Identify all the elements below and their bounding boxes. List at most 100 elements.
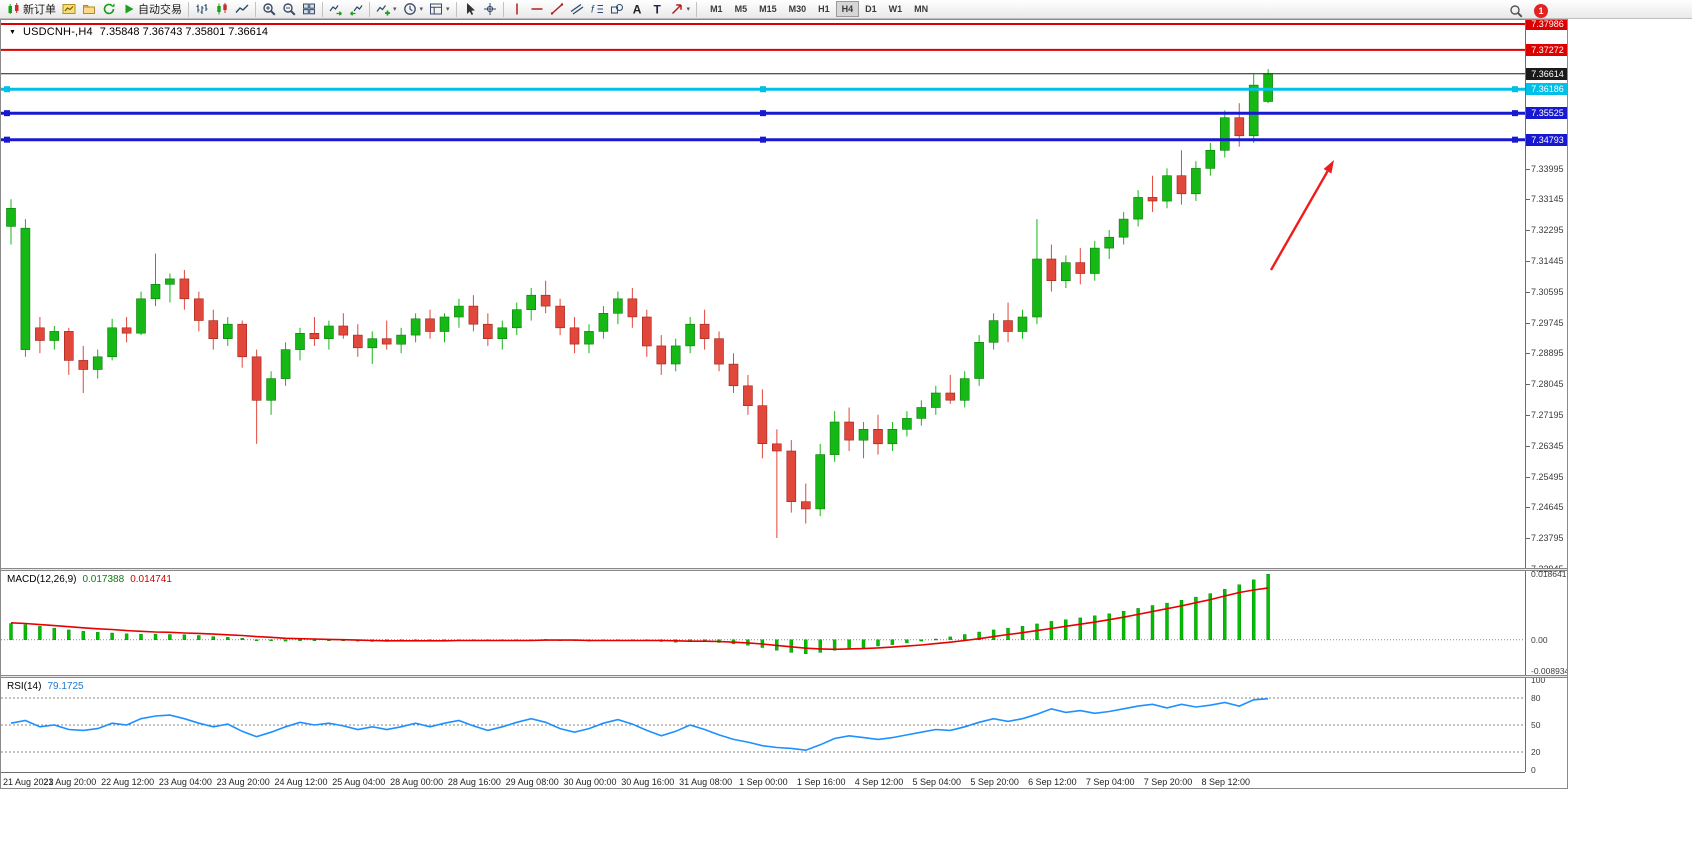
timeframe-m30-button[interactable]: M30 <box>788 4 807 14</box>
toolbar-separator <box>188 1 189 17</box>
candlestick-chart-button[interactable] <box>212 1 232 18</box>
vertical-line-button[interactable] <box>507 1 527 18</box>
price-tag: 7.37986 <box>1526 20 1567 30</box>
zoom-in-icon <box>262 2 276 16</box>
svg-text:A: A <box>632 3 641 17</box>
price-axis-tick <box>1526 353 1530 355</box>
price-axis-tick <box>1526 384 1530 386</box>
notification-badge[interactable]: 1 <box>1534 3 1548 18</box>
macd-panel: MACD(12,26,9) 0.017388 0.014741 <box>1 571 1525 675</box>
chevron-down-icon: ▾ <box>686 6 691 13</box>
toolbar-separator <box>696 1 698 17</box>
timeframe-m1-button[interactable]: M1 <box>710 4 723 14</box>
timeframe-h1-button[interactable]: H1 <box>818 4 830 14</box>
timeframe-h4-button[interactable]: H4 <box>835 1 860 17</box>
line-chart-button[interactable] <box>232 1 252 18</box>
shapes-button[interactable] <box>607 1 627 18</box>
new-order-button[interactable]: 新订单 <box>4 1 59 18</box>
timeframe-w1-button[interactable]: W1 <box>888 4 903 14</box>
text-button[interactable]: A <box>627 1 647 18</box>
new-chart-button[interactable] <box>59 1 79 18</box>
price-axis-label: 7.24645 <box>1531 502 1564 513</box>
tile-windows-button[interactable] <box>299 1 319 18</box>
play-icon <box>122 2 136 16</box>
fibonacci-retracement-button[interactable]: f <box>587 1 607 18</box>
price-axis-label: 7.26345 <box>1531 440 1564 451</box>
price-tag: 7.36614 <box>1526 67 1567 80</box>
price-axis-label: 7.29745 <box>1531 317 1564 328</box>
macd-signal-value: 0.014741 <box>130 574 172 585</box>
macd-main-value: 0.017388 <box>82 574 125 585</box>
price-tag: 7.34793 <box>1526 133 1567 146</box>
text-a-icon: A <box>630 2 644 17</box>
chart-shift-icon <box>349 2 363 16</box>
cursor-button[interactable] <box>460 1 480 18</box>
price-axis-label: 7.28045 <box>1531 379 1564 390</box>
new-order-label: 新订单 <box>23 4 56 16</box>
chevron-down-icon: ▾ <box>393 6 397 13</box>
auto-trading-button[interactable]: 自动交易 <box>119 1 185 18</box>
price-axis-label: 7.28895 <box>1531 348 1564 359</box>
top-toolbar: 新订单 自动交易 ▾ ▾ ▾ f A T ▾ M1 M5 M15 M30 H1 H4 D1 W1 MN 1 <box>0 0 1692 19</box>
panel-splitter-macd[interactable] <box>1 568 1567 571</box>
timeframe-mn-button[interactable]: MN <box>914 4 929 14</box>
symbol-timeframe-label: USDCNH-,H4 <box>22 26 93 38</box>
rsi-canvas[interactable] <box>1 678 1525 772</box>
profiles-button[interactable] <box>79 1 99 18</box>
time-axis-label: 24 Aug 12:00 <box>274 777 328 787</box>
crosshair-button[interactable] <box>480 1 500 18</box>
search-button[interactable] <box>1506 2 1526 19</box>
time-axis-label: 1 Sep 16:00 <box>796 777 846 787</box>
timeframe-d1-button[interactable]: D1 <box>865 4 877 14</box>
time-axis-label: 22 Aug 12:00 <box>101 777 155 787</box>
toolbar-separator <box>369 1 370 17</box>
panel-splitter-rsi[interactable] <box>1 675 1567 678</box>
macd-axis-label: -0.008934 <box>1531 666 1568 677</box>
macd-canvas[interactable] <box>1 571 1525 675</box>
templates-button[interactable]: ▾ <box>426 1 453 18</box>
time-axis-label: 21 Aug 2023 <box>3 777 54 787</box>
indicators-button[interactable]: ▾ <box>373 1 400 18</box>
chart-shift-button[interactable] <box>346 1 366 18</box>
zoom-in-button[interactable] <box>259 1 279 18</box>
annotation-arrow[interactable] <box>1269 160 1334 271</box>
shapes-icon <box>610 2 624 16</box>
time-axis-label: 7 Sep 04:00 <box>1085 777 1135 787</box>
trendline-button[interactable] <box>547 1 567 18</box>
time-axis-label: 23 Aug 20:00 <box>216 777 270 787</box>
price-axis-tick <box>1526 230 1530 232</box>
text-label-button[interactable]: T <box>647 1 667 18</box>
time-axis[interactable]: 21 Aug 2023 21 Aug 20:00 22 Aug 12:00 23 Au… <box>1 772 1525 788</box>
hline-icon <box>530 2 544 16</box>
search-icon <box>1509 4 1523 18</box>
crosshair-icon <box>483 2 497 16</box>
zoom-out-button[interactable] <box>279 1 299 18</box>
price-axis-label: 7.23795 <box>1531 533 1564 544</box>
timeframe-group: M1 M5 M15 M30 H1 H4 D1 W1 MN <box>704 1 934 17</box>
rsi-axis-label: 100 <box>1531 675 1546 685</box>
rsi-title: RSI(14) <box>7 681 42 692</box>
timeframe-m15-button[interactable]: M15 <box>759 4 777 14</box>
price-axis-tick <box>1526 322 1530 324</box>
macd-histogram <box>9 574 1270 654</box>
bar-chart-button[interactable] <box>192 1 212 18</box>
rsi-axis-label: 0 <box>1531 765 1536 775</box>
main-chart-canvas[interactable] <box>1 20 1525 568</box>
time-axis-label: 23 Aug 04:00 <box>158 777 212 787</box>
trendline-icon <box>550 2 564 16</box>
arrows-button[interactable]: ▾ <box>667 1 694 18</box>
macd-title: MACD(12,26,9) <box>7 574 77 585</box>
horizontal-line-button[interactable] <box>527 1 547 18</box>
time-axis-label: 30 Aug 00:00 <box>563 777 617 787</box>
auto-scroll-button[interactable] <box>326 1 346 18</box>
one-click-trading-toggle[interactable]: ▼ <box>9 28 16 36</box>
price-axis-label: 7.32295 <box>1531 225 1564 236</box>
auto-scroll-icon <box>329 2 343 16</box>
equidistant-channel-button[interactable] <box>567 1 587 18</box>
timeframe-m5-button[interactable]: M5 <box>734 4 748 14</box>
line-icon <box>235 2 249 16</box>
price-tag: 7.35525 <box>1526 107 1567 120</box>
refresh-button[interactable] <box>99 1 119 18</box>
price-axis[interactable]: 7.33995 7.33145 7.32295 7.31445 7.30595 7.297… <box>1525 20 1568 775</box>
periods-button[interactable]: ▾ <box>400 1 427 18</box>
